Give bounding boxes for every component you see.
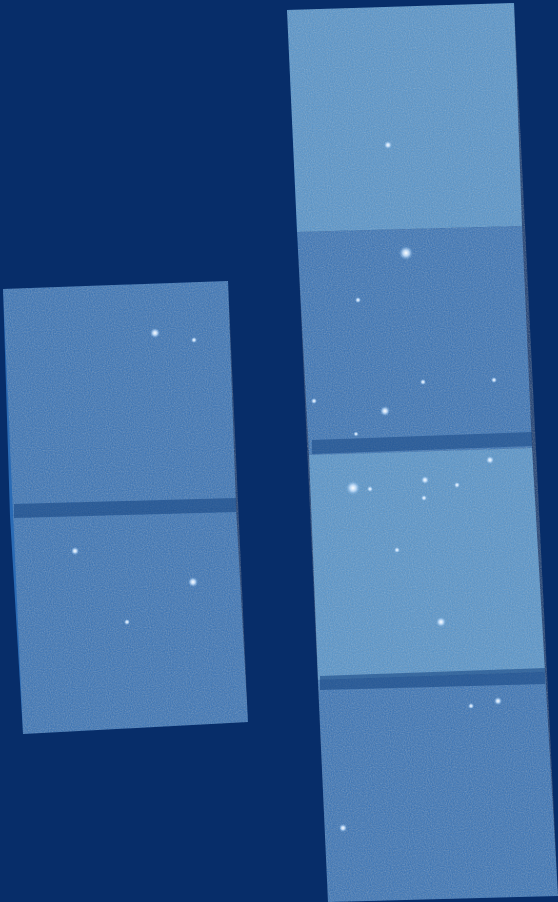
- star: [355, 297, 361, 303]
- star: [399, 246, 413, 260]
- star: [124, 619, 130, 625]
- star: [346, 481, 360, 495]
- star-field: [71, 141, 502, 832]
- star: [394, 547, 400, 553]
- star: [454, 482, 460, 488]
- star: [421, 476, 429, 484]
- star: [384, 141, 392, 149]
- star: [494, 697, 502, 705]
- right-detector-panel: [287, 3, 558, 902]
- star: [420, 379, 426, 385]
- star: [353, 431, 359, 437]
- star: [191, 337, 197, 343]
- star: [367, 486, 373, 492]
- star: [491, 377, 497, 383]
- star: [339, 824, 347, 832]
- star: [71, 547, 79, 555]
- right-panel-gap-band: [312, 432, 532, 454]
- left-panel-gap-band: [14, 498, 236, 518]
- star: [421, 495, 427, 501]
- right-panel-gap-band-lower: [320, 668, 545, 690]
- star: [150, 328, 160, 338]
- left-detector-panel: [3, 281, 248, 734]
- star: [486, 456, 494, 464]
- star: [436, 617, 446, 627]
- star: [188, 577, 198, 587]
- star: [380, 406, 390, 416]
- star: [311, 398, 317, 404]
- star: [468, 703, 474, 709]
